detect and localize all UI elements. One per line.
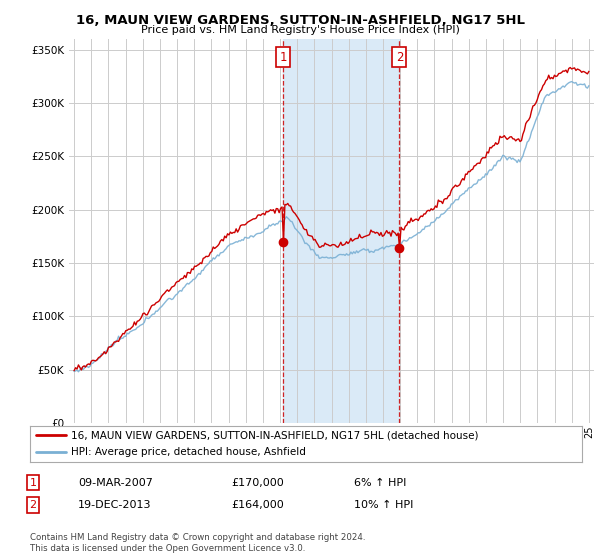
Text: 1: 1 [29,478,37,488]
Text: 16, MAUN VIEW GARDENS, SUTTON-IN-ASHFIELD, NG17 5HL (detached house): 16, MAUN VIEW GARDENS, SUTTON-IN-ASHFIEL… [71,431,479,440]
Text: 2: 2 [395,51,403,64]
Text: 1: 1 [280,51,287,64]
Text: £164,000: £164,000 [231,500,284,510]
Text: £170,000: £170,000 [231,478,284,488]
Text: 16, MAUN VIEW GARDENS, SUTTON-IN-ASHFIELD, NG17 5HL: 16, MAUN VIEW GARDENS, SUTTON-IN-ASHFIEL… [76,14,524,27]
Bar [283,39,400,423]
Text: 09-MAR-2007: 09-MAR-2007 [78,478,153,488]
Text: 19-DEC-2013: 19-DEC-2013 [78,500,151,510]
Text: HPI: Average price, detached house, Ashfield: HPI: Average price, detached house, Ashf… [71,447,306,457]
Text: Price paid vs. HM Land Registry's House Price Index (HPI): Price paid vs. HM Land Registry's House … [140,25,460,35]
Text: Contains HM Land Registry data © Crown copyright and database right 2024.: Contains HM Land Registry data © Crown c… [30,533,365,542]
Text: This data is licensed under the Open Government Licence v3.0.: This data is licensed under the Open Gov… [30,544,305,553]
Text: 10% ↑ HPI: 10% ↑ HPI [354,500,413,510]
Text: 2: 2 [29,500,37,510]
Text: 6% ↑ HPI: 6% ↑ HPI [354,478,406,488]
